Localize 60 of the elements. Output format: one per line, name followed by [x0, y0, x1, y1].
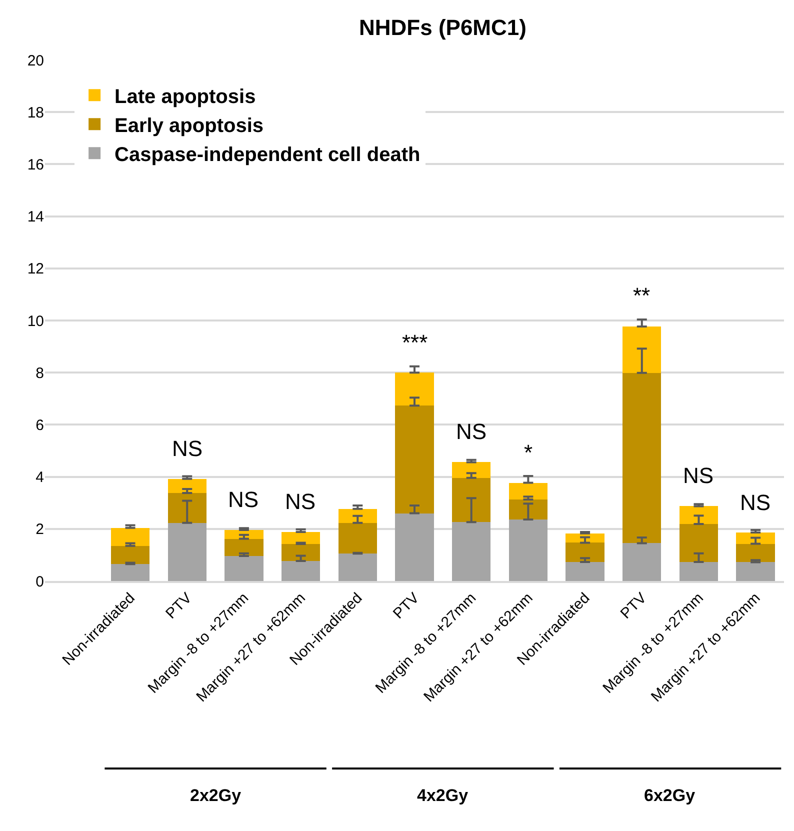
- bar: [168, 478, 206, 493]
- y-tick-label: 14: [27, 208, 44, 226]
- annotation: **: [633, 283, 651, 308]
- bar: [622, 326, 662, 373]
- y-tick-label: 8: [36, 364, 44, 382]
- bar: [281, 560, 320, 581]
- y-tick-label: 18: [27, 104, 44, 122]
- y-tick-label: 12: [27, 260, 44, 278]
- annotation: NS: [172, 436, 203, 461]
- bar: [395, 372, 434, 406]
- bar: [736, 544, 775, 562]
- annotation: *: [524, 440, 533, 465]
- x-axis-title: 2x2Gy: [190, 786, 242, 805]
- x-axis-title: 6x2Gy: [644, 786, 696, 805]
- bar: [508, 482, 548, 500]
- bar: [338, 522, 377, 554]
- bar: [679, 562, 718, 581]
- bar: [679, 524, 718, 562]
- annotation: NS: [456, 419, 487, 444]
- legend-label: Late apoptosis: [114, 86, 256, 108]
- y-tick-label: 16: [27, 156, 44, 174]
- bar: [566, 562, 604, 581]
- bar: [224, 538, 264, 556]
- bar: [508, 499, 548, 520]
- bar: [736, 562, 775, 581]
- y-tick-label: 20: [27, 52, 44, 70]
- y-tick-label: 6: [36, 416, 44, 434]
- bar: [224, 556, 264, 581]
- y-tick-label: 10: [27, 312, 44, 330]
- y-tick-label: 0: [36, 573, 44, 590]
- bar: [281, 532, 320, 544]
- bar: [168, 522, 206, 581]
- legend-label: Caspase-independent cell death: [114, 144, 420, 166]
- bar: [110, 528, 150, 546]
- annotation: NS: [740, 490, 771, 515]
- bar: [110, 564, 150, 581]
- bar: [168, 492, 206, 523]
- bar: [338, 508, 377, 523]
- bar: [452, 478, 491, 522]
- bar: [281, 544, 320, 561]
- bar: [395, 513, 434, 581]
- bar: [508, 520, 548, 581]
- bar: [566, 542, 604, 562]
- bar: [452, 522, 491, 581]
- legend-label: Early apoptosis: [114, 114, 264, 137]
- x-axis-title: 4x2Gy: [417, 786, 469, 805]
- annotation: NS: [285, 489, 316, 514]
- annotation: NS: [683, 463, 714, 488]
- bar: [452, 462, 491, 478]
- annotation: NS: [228, 487, 259, 512]
- annotation: ***: [402, 330, 428, 355]
- bar: [395, 406, 434, 514]
- bar: [338, 554, 377, 581]
- y-tick-label: 2: [36, 521, 44, 538]
- bar: [622, 372, 662, 544]
- bar: [622, 543, 662, 581]
- bar: [679, 506, 718, 524]
- chart-title: NHDFs (P6MC1): [359, 15, 526, 40]
- y-tick-label: 4: [36, 469, 44, 486]
- bar: [110, 546, 150, 564]
